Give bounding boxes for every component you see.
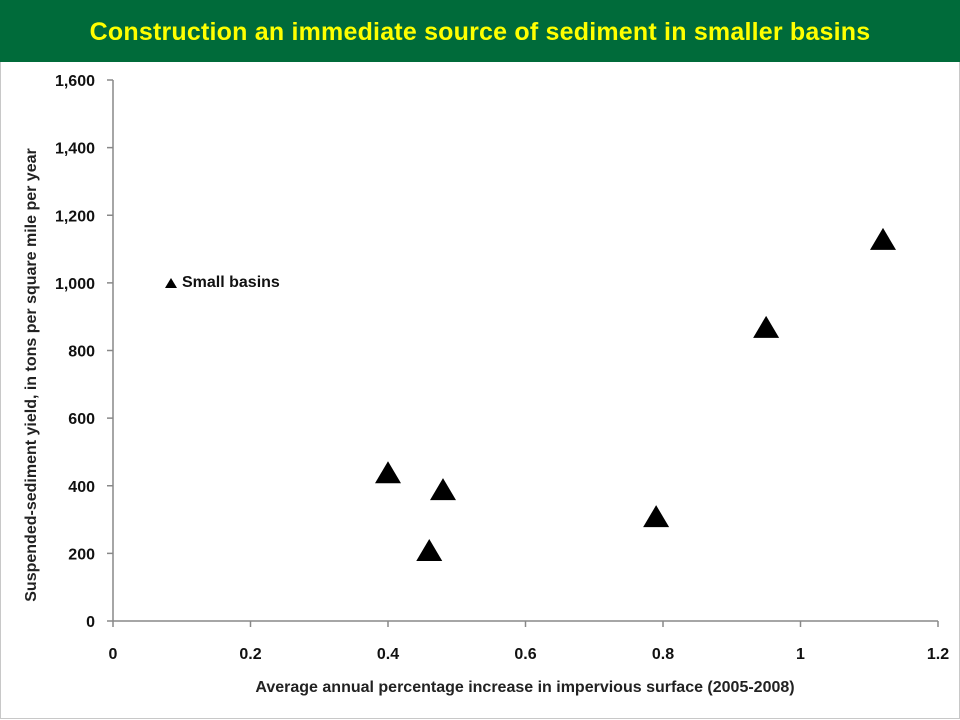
x-ticks: 0 0.2 0.4 0.6 0.8 1 1.2 [109, 621, 949, 663]
y-tick-label: 1,600 [55, 73, 95, 90]
y-tick-label: 1,200 [55, 208, 95, 225]
y-tick-label: 0 [86, 614, 95, 631]
y-ticks: 0 200 400 600 800 1,000 1,200 1,400 1,600 [55, 73, 113, 631]
legend: Small basins [165, 274, 280, 291]
data-point-triangle-icon [753, 315, 780, 338]
data-point-triangle-icon [643, 505, 670, 528]
y-tick-label: 1,000 [55, 276, 95, 293]
x-axis-label: Average annual percentage increase in im… [255, 679, 794, 696]
legend-label: Small basins [182, 274, 280, 291]
legend-triangle-icon [165, 278, 177, 288]
x-tick-label: 0.8 [652, 646, 674, 663]
y-tick-label: 1,400 [55, 141, 95, 158]
y-axis-label: Suspended-sediment yield, in tons per sq… [23, 148, 40, 601]
data-point-triangle-icon [375, 461, 401, 484]
x-tick-label: 1.2 [927, 646, 949, 663]
data-point-triangle-icon [870, 227, 896, 250]
y-tick-label: 400 [68, 479, 95, 496]
page-title: Construction an immediate source of sedi… [89, 18, 871, 46]
y-tick-label: 200 [68, 546, 95, 563]
chart-axes [112, 80, 938, 622]
x-tick-label: 0.6 [514, 646, 536, 663]
header-banner [0, 0, 960, 62]
y-tick-label: 800 [68, 344, 95, 361]
x-tick-label: 0.4 [377, 646, 399, 663]
x-tick-label: 0.2 [239, 646, 261, 663]
data-point-triangle-icon [430, 478, 456, 501]
y-tick-label: 600 [68, 411, 95, 428]
data-point-triangle-icon [416, 538, 443, 561]
x-tick-label: 0 [109, 646, 118, 663]
x-tick-label: 1 [796, 646, 805, 663]
data-points [375, 227, 896, 561]
